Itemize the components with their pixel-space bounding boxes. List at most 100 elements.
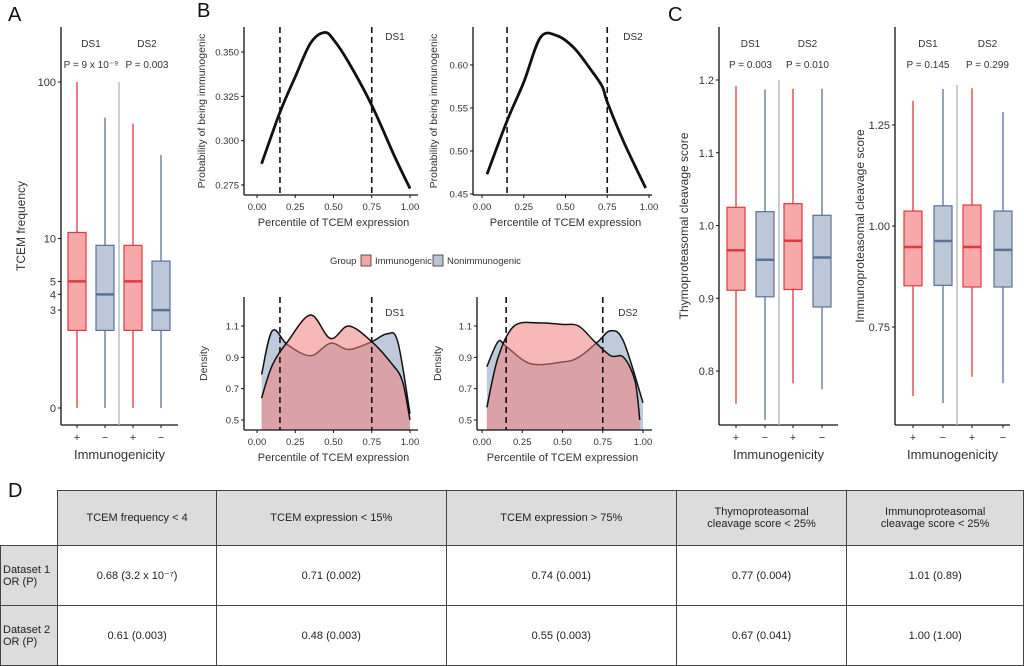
x-tick-label: − [819, 432, 825, 444]
box-DS1-immunogenic [726, 85, 746, 404]
x-tick-label: 0.25 [286, 437, 305, 448]
y-tick-label: 0.9 [226, 353, 239, 364]
box-DS2-nonimmunogenic [812, 88, 832, 390]
y-tick-label: 1.2 [699, 75, 714, 87]
x-tick-label: − [158, 432, 164, 444]
x-tick-label: 1.00 [640, 202, 659, 213]
x-tick-label: 0.00 [248, 202, 267, 213]
x-tick-label: − [762, 432, 768, 444]
row-label: Dataset 2 OR (P) [0, 605, 59, 666]
x-tick-label: + [74, 432, 80, 444]
y-tick-label: 0.300 [215, 136, 239, 147]
y-tick-label: 1.00 [869, 221, 890, 233]
box-DS1-immunogenic [67, 82, 87, 408]
y-axis-label: Density [432, 345, 444, 381]
y-tick-label: 4 [50, 289, 56, 301]
y-tick-label: 0.5 [459, 416, 472, 427]
density-curve-immunogenic [260, 314, 411, 421]
x-axis-label: Percentile of TCEM expression [487, 452, 638, 464]
dataset-label: DS1 [385, 32, 405, 43]
x-tick-label: 1.00 [634, 437, 653, 448]
box [151, 260, 171, 331]
y-tick-label: 1.1 [699, 148, 714, 160]
x-tick-label: 1.00 [401, 202, 420, 213]
legend-label: Immunogenic [375, 256, 432, 267]
table-cell: 0.55 (0.003) [445, 605, 677, 666]
y-tick-label: 5 [50, 276, 56, 288]
table-header-row: TCEM frequency < 4 TCEM expression < 15%… [1, 490, 1024, 546]
box-DS1-nonimmunogenic [755, 89, 775, 420]
y-tick-label: 0.350 [215, 48, 239, 59]
table-header: Thymoproteasomal cleavage score < 25% [675, 490, 848, 546]
table-cell: 0.61 (0.003) [57, 605, 217, 666]
x-tick-label: 0.25 [286, 202, 305, 213]
y-axis-label: Probability of being immunogenic [196, 34, 208, 189]
y-axis-label: Probability of being immunogenic [428, 34, 440, 189]
y-tick-label: 3 [50, 305, 56, 317]
y-tick-label: 0.45 [450, 190, 469, 201]
table-row: Dataset 2 OR (P) 0.61 (0.003) 0.48 (0.00… [0, 605, 1024, 666]
box-DS2-immunogenic [123, 123, 143, 408]
legend-swatch-nonimmunogenic [432, 254, 444, 267]
table-cell: 0.77 (0.004) [675, 545, 848, 606]
x-tick-label: 0.00 [473, 202, 492, 213]
x-tick-label: + [910, 432, 916, 444]
x-tick-label: − [102, 432, 108, 444]
x-tick-label: 0.75 [363, 437, 382, 448]
dataset-label: DS1 [385, 308, 405, 319]
x-axis-label: Immunogenicity [74, 447, 166, 462]
table-header: TCEM expression > 75% [445, 490, 677, 546]
dataset-label: DS2 [623, 32, 643, 43]
legend-label: Nonimmunogenic [447, 256, 521, 267]
x-tick-label: 0.00 [248, 437, 267, 448]
y-axis-label: TCEM frequency [14, 181, 28, 271]
probability-curve [485, 31, 647, 189]
x-tick-label: 0.50 [553, 437, 572, 448]
table-cell: 0.74 (0.001) [445, 545, 677, 606]
y-tick-label: 0 [50, 403, 56, 415]
box [95, 244, 115, 331]
panel-label-d: D [8, 480, 23, 502]
y-tick-label: 0.7 [459, 384, 472, 395]
y-tick-label: 1.25 [869, 120, 890, 132]
table-header: TCEM frequency < 4 [57, 490, 217, 546]
y-tick-label: 0.7 [226, 384, 239, 395]
x-tick-label: + [130, 432, 136, 444]
table-cell: 1.01 (0.89) [846, 545, 1024, 606]
table-cell: 0.48 (0.003) [215, 605, 447, 666]
panel-label-c: C [668, 4, 683, 26]
table-header: Immunoproteasomal cleavage score < 25% [846, 490, 1024, 546]
dataset-label: DS2 [618, 308, 638, 319]
y-tick-label: 0.275 [215, 181, 239, 192]
table-cell: 0.68 (3.2 x 10⁻⁷) [57, 545, 217, 606]
y-tick-label: 1.1 [459, 322, 472, 333]
y-tick-label: 0.8 [699, 366, 714, 378]
group-label: DS2 [137, 39, 157, 50]
y-tick-label: 1.1 [226, 322, 239, 333]
box [933, 205, 953, 286]
box-DS1-nonimmunogenic [933, 89, 953, 403]
x-tick-label: 0.75 [594, 437, 613, 448]
box [726, 206, 746, 291]
p-value: P = 0.003 [729, 60, 772, 71]
x-axis-label: Percentile of TCEM expression [258, 217, 409, 229]
x-axis-label: Percentile of TCEM expression [258, 452, 409, 464]
odds-ratio-table: TCEM frequency < 4 TCEM expression < 15%… [0, 490, 1024, 666]
box-DS2-immunogenic [783, 88, 803, 384]
group-label: DS1 [81, 39, 101, 50]
table-cell: 0.71 (0.002) [215, 545, 447, 606]
x-tick-label: 0.75 [363, 202, 382, 213]
legend-swatch-immunogenic [360, 254, 372, 267]
x-tick-label: 1.00 [401, 437, 420, 448]
y-axis-label: Density [198, 345, 210, 381]
box [755, 211, 775, 298]
box-DS1-nonimmunogenic [95, 117, 115, 408]
probability-curve [260, 31, 412, 190]
row-label: Dataset 1 OR (P) [0, 545, 59, 606]
x-tick-label: 0.75 [598, 202, 617, 213]
density-curve-immunogenic [486, 321, 641, 421]
y-axis-label: Immunoproteasomal cleavage score [853, 129, 867, 323]
x-tick-label: − [940, 432, 946, 444]
density-area-immunogenic [261, 315, 410, 430]
y-tick-label: 0.55 [450, 104, 469, 115]
